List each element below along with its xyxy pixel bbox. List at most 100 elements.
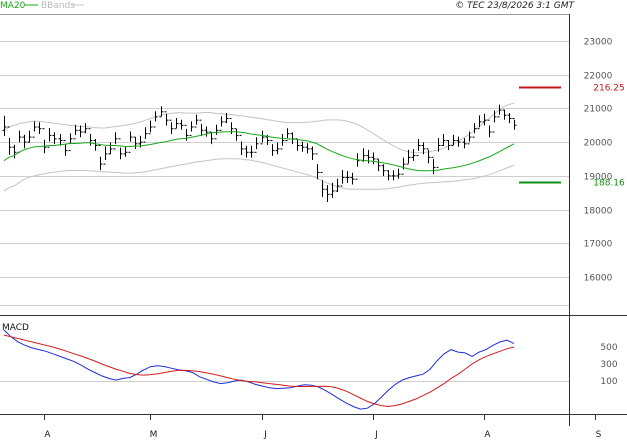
macd-line [3, 329, 515, 410]
price-bar [487, 119, 492, 138]
bb-lower-line [3, 158, 515, 192]
macd-title: MACD [2, 323, 29, 333]
price-bar [275, 142, 280, 155]
price-bar [426, 148, 431, 164]
price-bar [58, 134, 63, 146]
price-tick-label: 21000 [584, 105, 613, 115]
price-bar [7, 126, 12, 155]
price-bar [128, 131, 133, 153]
ma-legend: MA20 [0, 1, 26, 11]
resistance-label: 216.25 [593, 84, 625, 94]
price-bar [431, 156, 436, 175]
price-bar [350, 172, 355, 185]
price-bar [254, 137, 259, 153]
price-bar [446, 140, 451, 151]
price-bar [143, 127, 148, 143]
price-bar [199, 119, 204, 136]
price-tick-label: 18000 [584, 207, 613, 217]
price-bar [492, 110, 497, 133]
price-bar [467, 131, 472, 145]
price-bar [462, 138, 467, 149]
price-bar [194, 114, 199, 128]
macd-lines [3, 329, 515, 410]
copyright-text: © TEC 23/8/2026 3:1 GMT [455, 1, 575, 11]
price-bar [234, 128, 239, 141]
price-bar [32, 121, 37, 138]
macd-tick-label: 300 [600, 360, 617, 370]
price-bar [148, 120, 153, 135]
bbands-legend: BBands [41, 1, 75, 11]
price-tick-label: 16000 [584, 274, 613, 284]
price-grid [0, 41, 569, 306]
price-bar [68, 133, 73, 152]
price-bar [83, 123, 88, 134]
price-bar [416, 139, 421, 157]
price-bar [436, 138, 441, 168]
macd-tick-label: 100 [600, 377, 617, 387]
macd-y-axis-labels: 100 300 500 [600, 343, 617, 387]
price-bar [406, 149, 411, 165]
price-bar [22, 134, 27, 149]
price-bar [477, 115, 482, 130]
price-bar [47, 128, 52, 148]
price-bar [472, 123, 477, 138]
price-bar [320, 172, 325, 197]
price-bar [497, 104, 502, 118]
price-bar [169, 119, 174, 134]
price-bar [63, 140, 68, 156]
price-bar [340, 170, 345, 187]
price-bar [391, 170, 396, 181]
price-bar [179, 119, 184, 130]
price-bar [345, 171, 350, 183]
price-bar [239, 134, 244, 155]
price-bar [260, 130, 265, 145]
price-bar [371, 152, 376, 165]
price-bar [456, 136, 461, 147]
price-bar [88, 128, 93, 146]
month-label: J [374, 430, 378, 440]
price-tick-label: 23000 [584, 38, 613, 48]
month-label: A [484, 430, 491, 440]
price-bar [305, 143, 310, 154]
month-label: M [150, 430, 158, 440]
price-bar [164, 111, 169, 126]
price-bar [482, 113, 487, 126]
price-bar [78, 125, 83, 138]
price-bar [214, 124, 219, 140]
price-tick-label: 19000 [584, 173, 613, 183]
price-bar [335, 178, 340, 192]
price-bar [189, 121, 194, 136]
price-bar [12, 144, 17, 159]
price-bar [295, 138, 300, 151]
price-bar [118, 138, 123, 160]
signal-line [3, 334, 515, 408]
price-bar [512, 118, 517, 130]
price-bar [249, 145, 254, 158]
price-tick-label: 22000 [584, 72, 613, 82]
price-bars [2, 104, 517, 202]
price-bar [123, 146, 128, 157]
price-bar [310, 146, 315, 160]
moving-average [3, 131, 515, 172]
price-bar [376, 158, 381, 172]
price-bar [2, 115, 7, 137]
price-bar [244, 145, 249, 158]
price-bar [502, 109, 507, 120]
month-label: S [596, 430, 602, 440]
level-lines: 216.25 188.16 [519, 84, 625, 189]
price-bar [451, 134, 456, 146]
price-bar [73, 124, 78, 140]
ma20-line [3, 131, 515, 172]
price-tick-label: 20000 [584, 139, 613, 149]
price-bar [381, 164, 386, 177]
price-bar [27, 130, 32, 143]
price-bar [209, 131, 214, 145]
bollinger-bands [3, 102, 515, 192]
price-bar [108, 142, 113, 155]
price-bar [396, 168, 401, 179]
price-bar [113, 132, 118, 150]
price-bar [174, 118, 179, 130]
price-bar [270, 140, 275, 156]
